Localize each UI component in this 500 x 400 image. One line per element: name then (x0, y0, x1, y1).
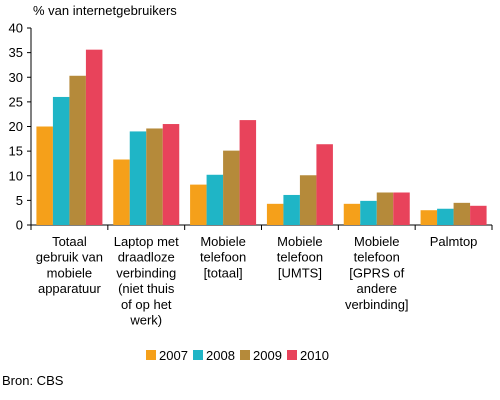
bar (69, 75, 86, 226)
y-tick-label: 35 (9, 45, 23, 60)
bar (470, 205, 487, 225)
y-tick-label: 10 (9, 168, 23, 183)
y-tick-label: 30 (9, 70, 23, 85)
legend-label: 2008 (206, 348, 235, 363)
x-tick-label: Totaal gebruik van mobiele apparatuur (36, 234, 103, 296)
bar (283, 194, 300, 225)
y-tick-label: 15 (9, 144, 23, 159)
x-tick-label: Mobiele telefoon [UMTS] (277, 234, 323, 280)
legend-swatch (146, 350, 156, 360)
bar (266, 203, 284, 225)
legend-label: 2007 (159, 348, 188, 363)
x-tick-label: Mobiele telefoon [totaal] (200, 234, 246, 280)
x-tick-label: Mobiele telefoon [GPRS of andere verbinding] (345, 234, 409, 312)
y-tick-label: 0 (16, 218, 23, 233)
bar (206, 174, 224, 225)
bar (420, 210, 438, 225)
bar (223, 150, 240, 225)
bar (113, 159, 130, 225)
legend-label: 2009 (253, 348, 282, 363)
bar (239, 120, 257, 225)
bar (343, 203, 361, 225)
legend-swatch (287, 350, 297, 360)
legend-label: 2010 (300, 348, 329, 363)
y-tick-label: 5 (16, 193, 23, 208)
bar (316, 144, 333, 225)
y-tick-label: 25 (9, 94, 23, 109)
y-tick-label: 20 (9, 119, 23, 134)
bar (453, 202, 471, 225)
y-tick-label: 40 (9, 21, 23, 36)
y-axis-label: % van internetgebruikers (33, 3, 177, 18)
x-tick-label: Palmtop (430, 234, 478, 249)
bar (162, 124, 180, 225)
bar (129, 131, 147, 225)
bar (52, 96, 70, 225)
bar (437, 208, 454, 225)
bar (393, 192, 410, 225)
x-tick-label: Laptop met draadloze verbinding (niet thuis… (114, 234, 179, 328)
bar (190, 184, 207, 225)
legend-swatch (193, 350, 203, 360)
bar (146, 128, 163, 225)
bar (299, 175, 317, 225)
bar (360, 200, 377, 225)
bar (36, 126, 53, 225)
bar (376, 192, 394, 225)
source-note: Bron: CBS (2, 373, 64, 388)
legend-swatch (240, 350, 250, 360)
bar (85, 49, 103, 225)
